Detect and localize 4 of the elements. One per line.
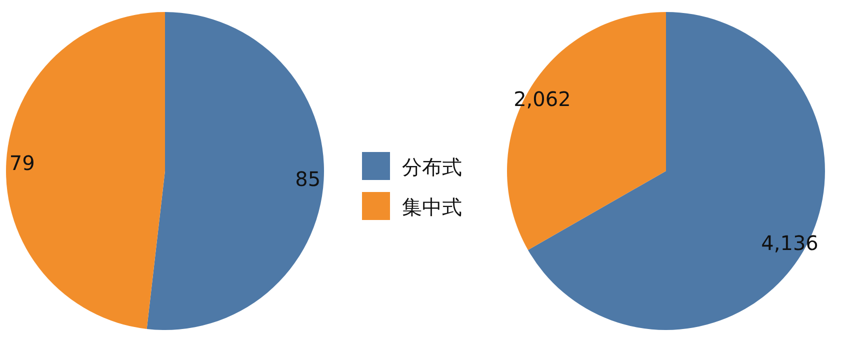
legend-label: 集中式 xyxy=(402,195,462,219)
data-label: 85 xyxy=(295,167,321,192)
data-label: 79 xyxy=(9,150,35,175)
legend-label: 分布式 xyxy=(402,155,462,179)
